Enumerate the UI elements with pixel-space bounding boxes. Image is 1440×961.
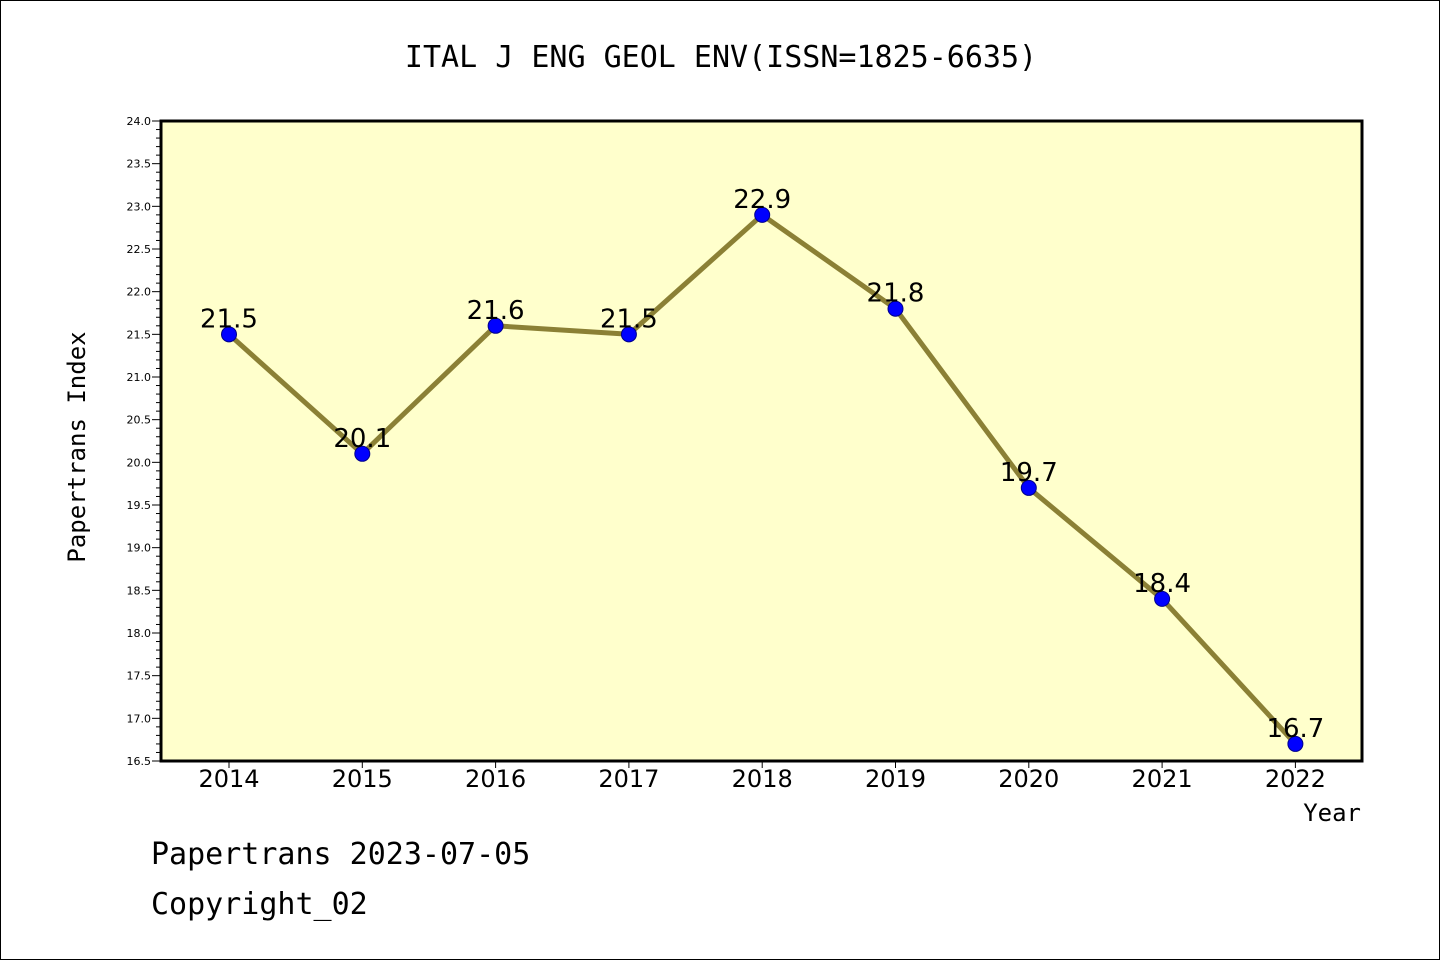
data-label: 16.7: [1266, 714, 1324, 744]
data-point: [354, 445, 371, 462]
y-tick-label: 23.0: [127, 200, 152, 213]
data-label: 21.5: [600, 304, 658, 334]
y-tick-label: 24.0: [127, 115, 152, 128]
footer-date: Papertrans 2023-07-05: [151, 837, 530, 872]
y-tick-label: 20.5: [127, 414, 152, 427]
data-point: [221, 326, 237, 343]
y-tick-label: 17.0: [127, 712, 152, 725]
y-tick-label: 16.5: [127, 755, 152, 768]
x-axis-title: Year: [1303, 799, 1361, 827]
data-point: [887, 300, 904, 317]
data-label-group: 21.5 20.1 21.6 21.5 22.9 21.8 19.7 18.4 16.7: [200, 185, 1324, 744]
data-point: [487, 317, 504, 334]
x-tick-label: 2014: [198, 765, 259, 793]
x-tick-label: 2015: [332, 765, 393, 793]
x-tick-label: 2020: [998, 765, 1059, 793]
series-line-group: [221, 206, 1304, 752]
y-tick-label: 21.5: [127, 328, 152, 341]
y-tick-label: 21.0: [127, 371, 152, 384]
x-tick-label: 2017: [598, 765, 659, 793]
y-tick-label: 20.0: [127, 456, 152, 469]
data-label: 21.5: [200, 304, 258, 334]
x-axis: 2014 2015 2016 2017 2018 2019 2020 2021 2022: [198, 761, 1326, 793]
y-tick-label: 17.5: [127, 670, 152, 683]
x-tick-label: 2021: [1132, 765, 1193, 793]
data-point: [620, 326, 637, 343]
data-point: [1287, 735, 1304, 752]
data-label: 20.1: [333, 424, 391, 454]
y-tick-label: 22.0: [127, 286, 152, 299]
y-tick-label: 18.0: [127, 627, 152, 640]
x-tick-label: 2022: [1265, 765, 1326, 793]
data-label: 21.6: [467, 296, 525, 326]
y-axis: 16.5 17.0 17.5 18.0 18.5 19.0 19.5 20.0 20.5 21.0…: [127, 115, 161, 768]
data-point: [754, 206, 771, 223]
y-tick-label: 19.0: [127, 542, 152, 555]
x-tick-label: 2019: [865, 765, 926, 793]
chart-title: ITAL J ENG GEOL ENV(ISSN=1825-6635): [405, 40, 1037, 75]
y-axis-title: Papertrans Index: [63, 331, 91, 562]
data-label: 18.4: [1133, 569, 1191, 599]
data-point: [1154, 590, 1171, 607]
y-tick-label: 19.5: [127, 499, 152, 512]
y-tick-label: 23.5: [127, 158, 152, 171]
data-label: 19.7: [1000, 458, 1058, 488]
plot-area: [159, 119, 1364, 763]
x-tick-label: 2016: [465, 765, 526, 793]
data-label: 21.8: [867, 279, 925, 309]
data-point: [1020, 479, 1037, 496]
x-tick-label: 2018: [732, 765, 793, 793]
y-tick-label: 22.5: [127, 243, 152, 256]
footer-copyright: Copyright_02: [151, 887, 368, 922]
y-tick-label: 18.5: [127, 584, 152, 597]
data-label: 22.9: [733, 185, 791, 215]
